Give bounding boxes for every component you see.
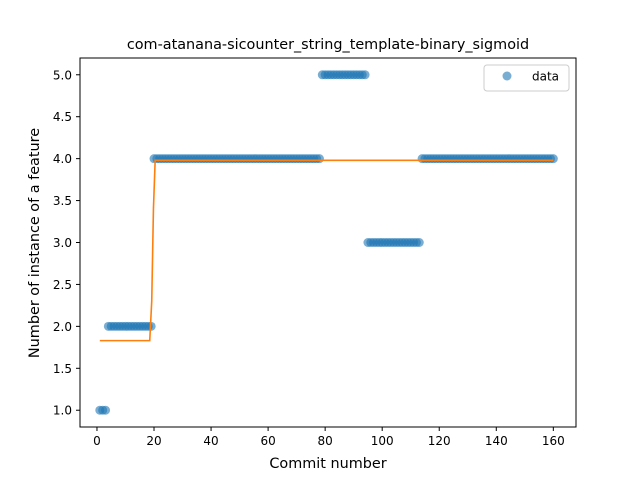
data-point xyxy=(549,154,558,163)
chart-title: com-atanana-sicounter_string_template-bi… xyxy=(127,37,529,53)
x-tick-label: 80 xyxy=(318,434,333,448)
y-tick-label: 3.5 xyxy=(53,194,72,208)
y-axis-label: Number of instance of a feature xyxy=(27,128,43,358)
x-tick-label: 40 xyxy=(203,434,218,448)
x-axis-label: Commit number xyxy=(269,456,386,472)
x-tick-label: 100 xyxy=(371,434,394,448)
x-tick-label: 160 xyxy=(542,434,565,448)
legend: data xyxy=(484,65,569,91)
x-tick-label: 120 xyxy=(428,434,451,448)
data-point xyxy=(101,406,110,415)
y-tick-label: 2.0 xyxy=(53,320,72,334)
legend-marker-data xyxy=(503,72,512,81)
legend-label-data: data xyxy=(532,70,559,84)
x-tick-label: 20 xyxy=(146,434,161,448)
y-tick-label: 4.5 xyxy=(53,110,72,124)
data-point xyxy=(361,70,370,79)
y-tick-label: 4.0 xyxy=(53,152,72,166)
x-tick-label: 0 xyxy=(93,434,101,448)
y-tick-label: 1.0 xyxy=(53,404,72,418)
data-point xyxy=(415,238,424,247)
y-tick-label: 5.0 xyxy=(53,68,72,82)
y-tick-label: 3.0 xyxy=(53,236,72,250)
y-tick-label: 1.5 xyxy=(53,362,72,376)
data-point xyxy=(315,154,324,163)
x-tick-label: 140 xyxy=(485,434,508,448)
y-tick-label: 2.5 xyxy=(53,278,72,292)
x-tick-label: 60 xyxy=(260,434,275,448)
